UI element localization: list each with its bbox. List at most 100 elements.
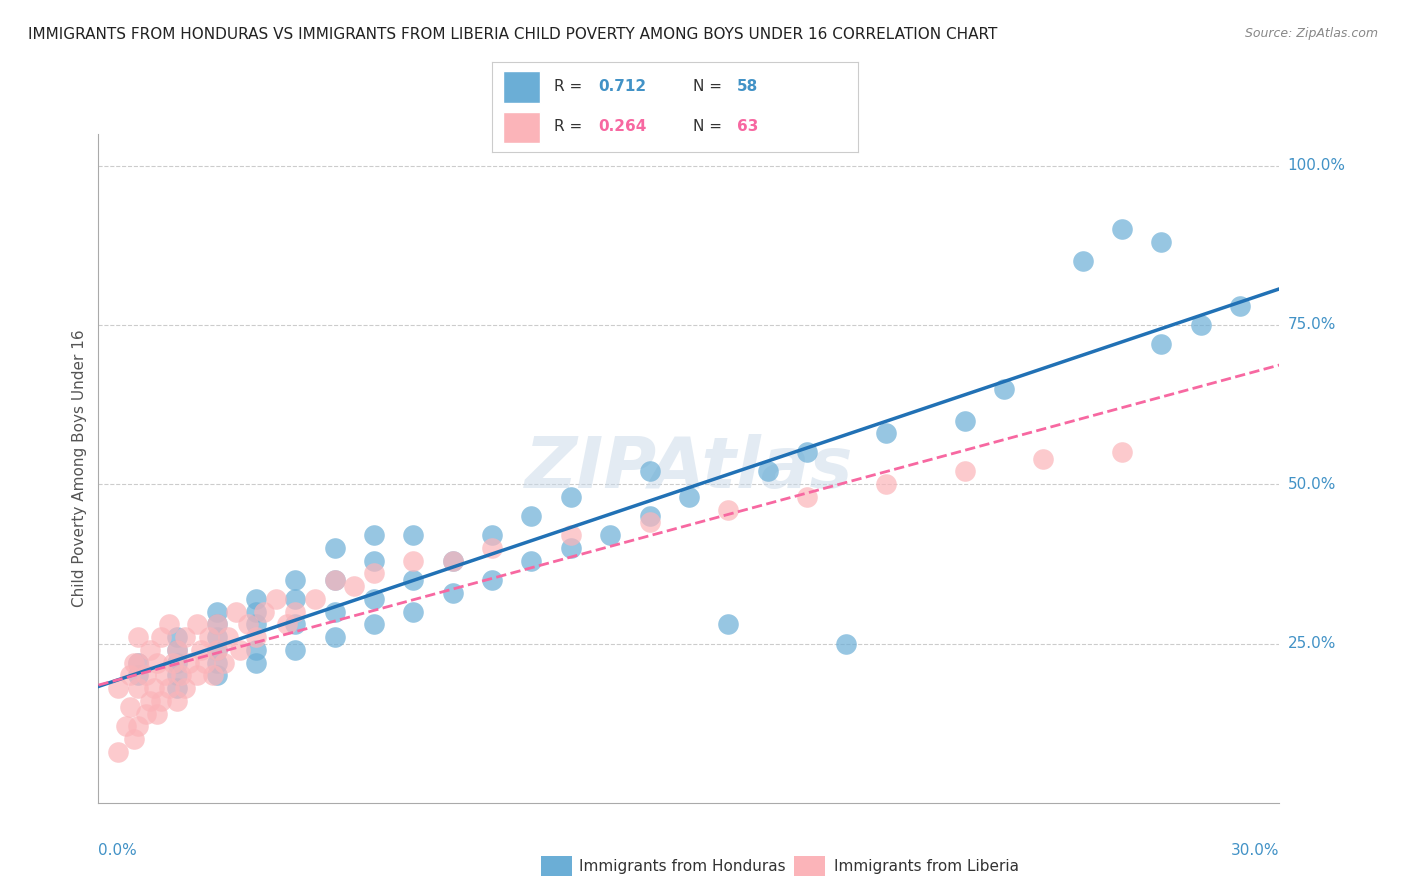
- Point: [402, 605, 425, 619]
- Point: [1150, 337, 1173, 351]
- Point: [170, 668, 193, 682]
- Point: [166, 643, 188, 657]
- Point: [756, 465, 779, 479]
- Point: [284, 573, 307, 587]
- Point: [1150, 235, 1173, 249]
- Point: [678, 490, 700, 504]
- Point: [253, 605, 276, 619]
- Point: [284, 591, 307, 606]
- Point: [201, 668, 224, 682]
- Point: [441, 554, 464, 568]
- FancyBboxPatch shape: [503, 112, 540, 143]
- Point: [481, 541, 503, 555]
- Point: [875, 477, 897, 491]
- Text: R =: R =: [554, 120, 588, 134]
- Point: [245, 643, 267, 657]
- Point: [245, 630, 267, 644]
- Point: [150, 630, 173, 644]
- Point: [122, 656, 145, 670]
- Point: [993, 382, 1015, 396]
- Text: 30.0%: 30.0%: [1232, 843, 1279, 858]
- Point: [107, 745, 129, 759]
- Point: [560, 528, 582, 542]
- Point: [638, 465, 661, 479]
- Y-axis label: Child Poverty Among Boys Under 16: Child Poverty Among Boys Under 16: [72, 329, 87, 607]
- Point: [115, 719, 138, 733]
- Point: [402, 528, 425, 542]
- Point: [1189, 318, 1212, 332]
- Point: [166, 643, 188, 657]
- Point: [363, 554, 385, 568]
- Point: [205, 605, 228, 619]
- Point: [174, 630, 197, 644]
- Point: [166, 630, 188, 644]
- Point: [599, 528, 621, 542]
- Point: [363, 591, 385, 606]
- Point: [205, 656, 228, 670]
- Point: [1111, 222, 1133, 236]
- Point: [177, 656, 200, 670]
- Text: 0.0%: 0.0%: [98, 843, 138, 858]
- Point: [138, 694, 160, 708]
- Point: [520, 509, 543, 524]
- Point: [245, 605, 267, 619]
- Point: [245, 591, 267, 606]
- Point: [166, 681, 188, 695]
- Point: [953, 465, 976, 479]
- Point: [197, 630, 219, 644]
- Text: 50.0%: 50.0%: [1288, 476, 1336, 491]
- Point: [363, 566, 385, 581]
- Point: [127, 656, 149, 670]
- Text: 63: 63: [737, 120, 758, 134]
- Point: [363, 617, 385, 632]
- Point: [127, 630, 149, 644]
- Point: [717, 502, 740, 516]
- Point: [146, 706, 169, 721]
- Point: [127, 668, 149, 682]
- Point: [323, 541, 346, 555]
- Text: R =: R =: [554, 79, 588, 94]
- Point: [205, 617, 228, 632]
- Text: N =: N =: [693, 120, 727, 134]
- Point: [205, 617, 228, 632]
- Point: [186, 617, 208, 632]
- Point: [264, 591, 287, 606]
- Text: 0.712: 0.712: [598, 79, 647, 94]
- Point: [205, 643, 228, 657]
- Point: [146, 656, 169, 670]
- Point: [229, 643, 252, 657]
- Point: [1032, 451, 1054, 466]
- Point: [190, 643, 212, 657]
- Text: ZIPAtlas: ZIPAtlas: [524, 434, 853, 503]
- Point: [560, 490, 582, 504]
- Point: [402, 573, 425, 587]
- Text: 0.264: 0.264: [598, 120, 647, 134]
- Point: [118, 700, 141, 714]
- Point: [142, 681, 165, 695]
- Text: 100.0%: 100.0%: [1288, 158, 1346, 173]
- Point: [122, 732, 145, 747]
- Point: [284, 617, 307, 632]
- Point: [150, 694, 173, 708]
- Text: 75.0%: 75.0%: [1288, 318, 1336, 333]
- Point: [127, 656, 149, 670]
- Point: [481, 573, 503, 587]
- Point: [245, 617, 267, 632]
- Point: [835, 636, 858, 650]
- Text: N =: N =: [693, 79, 727, 94]
- Point: [127, 681, 149, 695]
- Point: [205, 630, 228, 644]
- Point: [284, 605, 307, 619]
- Point: [363, 528, 385, 542]
- Point: [343, 579, 366, 593]
- Point: [304, 591, 326, 606]
- Point: [560, 541, 582, 555]
- Point: [135, 706, 157, 721]
- Point: [107, 681, 129, 695]
- Point: [520, 554, 543, 568]
- Point: [127, 719, 149, 733]
- Text: IMMIGRANTS FROM HONDURAS VS IMMIGRANTS FROM LIBERIA CHILD POVERTY AMONG BOYS UND: IMMIGRANTS FROM HONDURAS VS IMMIGRANTS F…: [28, 27, 997, 42]
- Point: [205, 668, 228, 682]
- Text: Source: ZipAtlas.com: Source: ZipAtlas.com: [1244, 27, 1378, 40]
- Point: [162, 656, 184, 670]
